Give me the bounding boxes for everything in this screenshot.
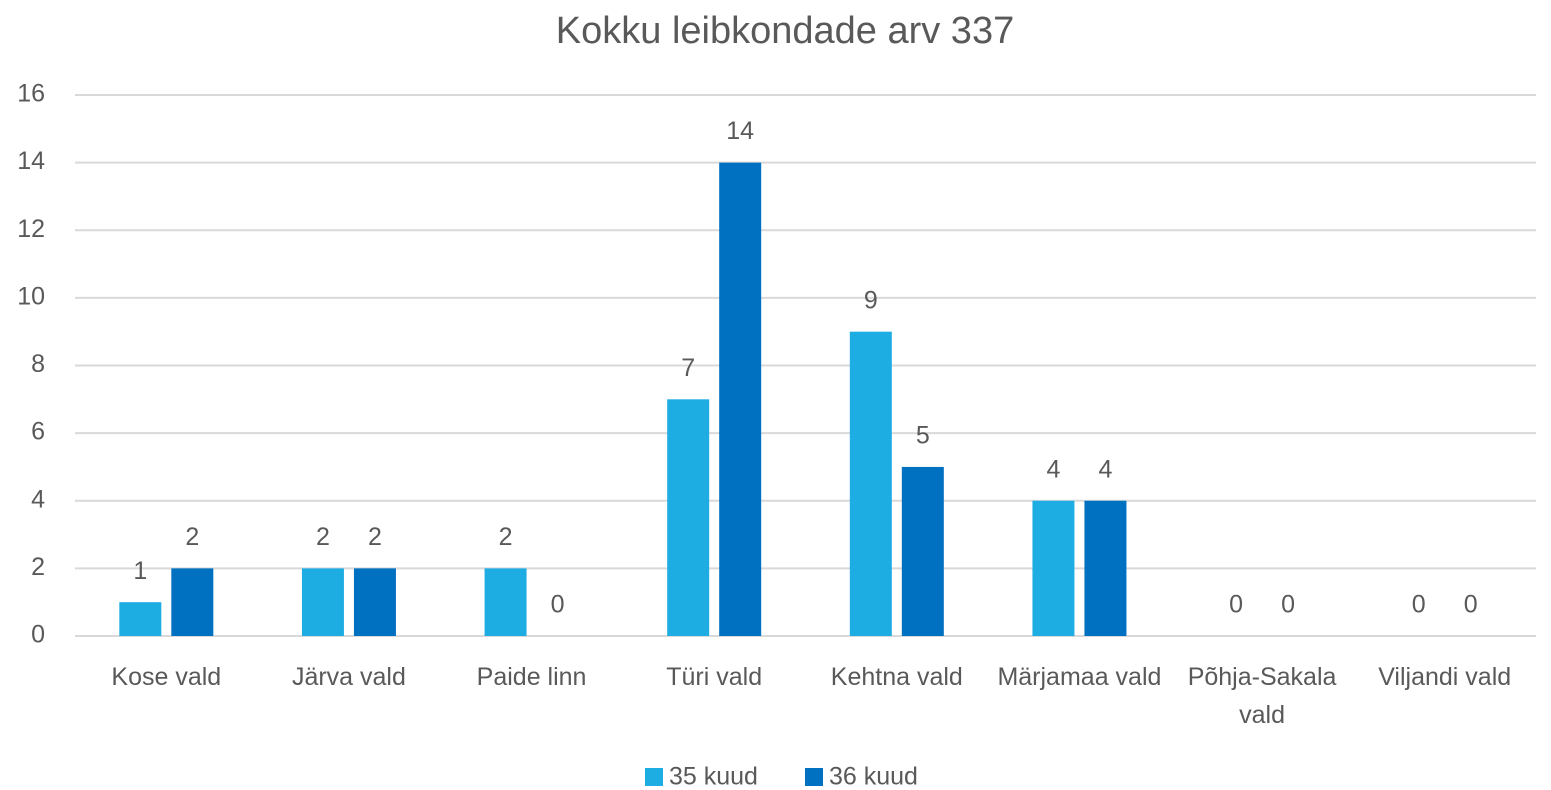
- bar: [1032, 500, 1075, 636]
- data-label: 2: [185, 523, 199, 551]
- x-tick-label: Viljandi vald: [1378, 663, 1512, 691]
- data-label: 5: [916, 422, 930, 450]
- bar: [849, 331, 892, 636]
- bar: [353, 568, 396, 636]
- bar: [301, 568, 344, 636]
- data-label: 7: [681, 354, 695, 382]
- data-label: 0: [1412, 591, 1426, 619]
- x-tick-label: Märjamaa vald: [997, 663, 1162, 691]
- x-tick-label: Paide linn: [476, 663, 587, 691]
- bar: [484, 568, 527, 636]
- y-tick-label: 14: [17, 147, 45, 175]
- legend-swatch: [805, 768, 823, 786]
- data-label: 4: [1046, 455, 1060, 483]
- y-tick-label: 0: [31, 621, 45, 649]
- data-label: 2: [368, 523, 382, 551]
- chart-title: Kokku leibkondade arv 337: [556, 10, 1014, 52]
- data-label: 9: [864, 286, 878, 314]
- y-tick-label: 6: [31, 418, 45, 446]
- data-label: 1: [133, 557, 147, 585]
- legend-label: 35 kuud: [669, 763, 758, 790]
- data-label: 14: [726, 117, 754, 145]
- bar: [171, 568, 214, 636]
- data-label: 0: [551, 591, 565, 619]
- data-label: 0: [1229, 591, 1243, 619]
- legend-swatch: [645, 768, 663, 786]
- y-tick-label: 16: [17, 80, 45, 108]
- bar: [119, 602, 162, 636]
- x-tick-label: Türi vald: [666, 663, 763, 691]
- y-tick-label: 4: [31, 485, 45, 513]
- x-tick-label: Järva vald: [291, 663, 406, 691]
- bar: [719, 162, 762, 636]
- x-tick-label: Kose vald: [111, 663, 222, 691]
- x-tick-label: Põhja-Sakala vald: [1187, 663, 1337, 729]
- data-label: 2: [316, 523, 330, 551]
- x-tick-label: Kehtna vald: [830, 663, 963, 691]
- y-tick-label: 2: [31, 553, 45, 581]
- y-tick-label: 10: [17, 282, 45, 310]
- bar: [667, 399, 710, 636]
- data-label: 0: [1464, 591, 1478, 619]
- bar: [901, 466, 944, 636]
- data-label: 2: [499, 523, 513, 551]
- data-label: 4: [1098, 455, 1112, 483]
- y-tick-label: 12: [17, 215, 45, 243]
- bar: [1084, 500, 1127, 636]
- y-tick-label: 8: [31, 350, 45, 378]
- legend-label: 36 kuud: [829, 763, 918, 790]
- data-label: 0: [1281, 591, 1295, 619]
